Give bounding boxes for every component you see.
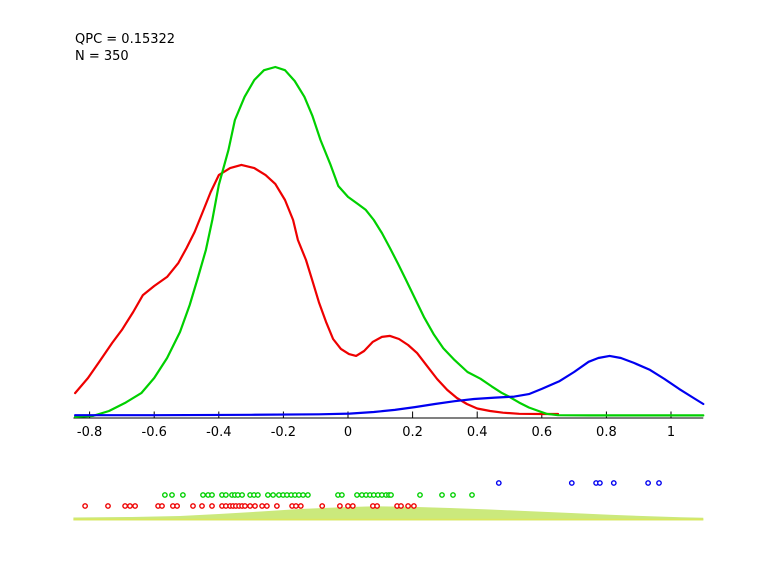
red-class-marker [127,503,133,509]
green-class-marker [300,492,306,498]
green-class-density-curve [74,65,705,418]
red-class-marker [159,503,165,509]
qpc-annotation: QPC = 0.15322 [75,32,175,47]
green-class-marker [417,492,423,498]
green-class-marker [354,492,360,498]
red-class-marker [174,503,181,509]
sample-size-annotation: N = 350 [75,49,129,64]
red-class-marker [293,503,299,509]
green-class-marker [161,492,168,498]
rug-plot [73,480,704,521]
green-class-marker [222,492,229,498]
green-class-marker [439,492,445,498]
green-class-marker [169,492,175,498]
red-class-marker [247,503,254,509]
red-class-marker [259,503,265,509]
x-axis-tick-label: -0.8 [77,425,102,440]
red-class-marker [199,503,205,509]
red-class-marker [122,503,129,509]
green-class-marker [338,492,345,498]
x-axis-tick-label: 0.6 [531,425,552,440]
red-class-marker [345,503,351,509]
green-class-marker [209,492,215,498]
x-axis-tick-label: -0.6 [142,425,167,440]
blue-class-density-curve [74,354,705,417]
red-class-marker [319,503,326,509]
x-axis-tick-label: -0.4 [206,425,231,440]
red-class-marker [273,503,280,509]
blue-class-marker [495,480,502,486]
red-class-marker [263,503,270,509]
red-class-marker [209,503,215,509]
blue-class-marker [656,480,662,486]
red-class-marker [336,503,343,509]
red-class-marker [252,503,258,509]
green-class-marker [270,492,276,498]
red-class-marker [398,503,404,509]
red-class-marker [297,503,304,509]
red-class-marker [82,503,89,509]
red-class-marker [132,503,139,509]
red-class-density-curve [74,163,560,416]
blue-class-marker [568,480,575,486]
density-curves [74,65,705,418]
green-class-marker [264,492,271,498]
x-axis-tick-label: 1 [667,425,675,440]
green-class-marker [304,492,311,498]
red-class-marker [374,503,380,509]
green-class-marker [239,492,246,498]
sum-density-fill [73,506,704,521]
red-class-marker [349,503,356,509]
x-axis-tick-label: 0 [344,425,352,440]
red-class-marker [410,503,417,509]
green-class-marker [179,492,186,498]
x-axis-tick-label: -0.2 [271,425,296,440]
green-class-marker [254,492,261,498]
blue-class-marker [645,480,651,486]
green-class-marker [200,492,206,498]
green-class-marker [469,492,475,498]
blue-class-marker [610,480,617,486]
red-class-marker [105,503,111,509]
green-class-marker [450,492,456,498]
green-class-marker [388,492,394,498]
x-axis-tick-label: 0.2 [402,425,423,440]
x-axis-tick-label: 0.4 [467,425,488,440]
red-class-marker [242,503,248,509]
blue-class-marker [597,480,603,486]
red-class-marker [405,503,411,509]
red-class-marker [190,503,196,509]
x-axis-tick-label: 0.8 [596,425,617,440]
